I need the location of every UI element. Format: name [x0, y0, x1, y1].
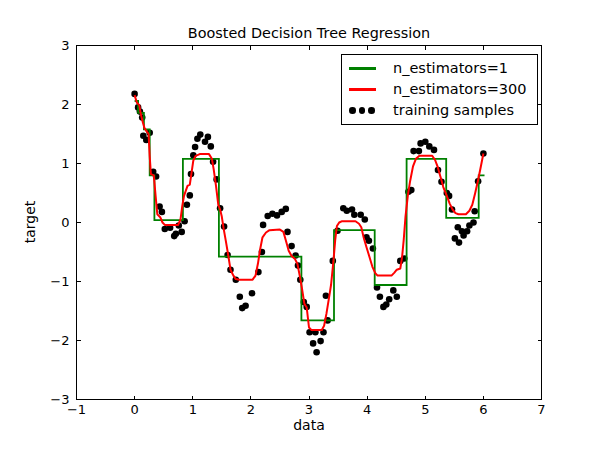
x-tick-label: 5 [421, 402, 429, 417]
y-tick-label: −3 [50, 392, 69, 407]
training-sample-point [317, 338, 324, 345]
x-tick-label: −1 [67, 402, 86, 417]
training-sample-point [242, 302, 249, 309]
dot-icon [349, 107, 356, 114]
tree-regression-line [135, 101, 485, 320]
training-sample-point [386, 296, 393, 303]
dot-icon [368, 107, 375, 114]
training-sample-point [351, 212, 358, 219]
training-sample-point [184, 202, 191, 209]
training-sample-point [173, 230, 180, 237]
y-tick-label: −1 [50, 274, 69, 289]
training-sample-point [187, 192, 194, 199]
y-tick-label: 3 [61, 38, 69, 53]
y-tick-label: 0 [61, 215, 69, 230]
training-sample-point [416, 148, 423, 155]
training-sample-point [431, 147, 438, 154]
training-sample-point [197, 131, 204, 138]
training-sample-point [390, 287, 397, 294]
legend-label-samples: training samples [393, 100, 514, 121]
y-tick-label: 2 [61, 97, 69, 112]
training-sample-point [260, 222, 267, 229]
training-sample-point [208, 143, 215, 150]
y-tick-label: −2 [50, 333, 69, 348]
chart-title: Boosted Decision Tree Regression [76, 25, 542, 41]
training-sample-point [394, 294, 401, 301]
legend: n_estimators=1 n_estimators=300 training… [341, 54, 538, 125]
boosted-regression-line [135, 95, 484, 330]
x-tick-label: 1 [189, 402, 197, 417]
x-tick-label: 3 [305, 402, 313, 417]
training-scatter [131, 91, 486, 356]
training-sample-point [288, 243, 295, 250]
training-sample-point [310, 340, 317, 347]
training-sample-point [313, 349, 320, 356]
training-sample-point [470, 219, 477, 226]
dots-sample [349, 107, 375, 114]
x-tick-label: 6 [479, 402, 487, 417]
x-tick-label: 4 [363, 402, 371, 417]
x-axis-label: data [76, 417, 542, 433]
training-sample-point [178, 229, 185, 236]
training-sample-point [192, 144, 199, 151]
training-sample-point [464, 228, 471, 235]
training-sample-point [362, 216, 369, 223]
training-sample-point [377, 294, 384, 301]
legend-item-tree: n_estimators=1 [342, 58, 537, 79]
training-sample-point [237, 294, 244, 301]
green-line-swatch [342, 67, 382, 70]
x-tick-label: 7 [537, 402, 545, 417]
training-sample-point [205, 134, 212, 141]
training-sample-point [249, 290, 256, 297]
x-tick-label: 2 [247, 402, 255, 417]
x-tick-label: 0 [130, 402, 138, 417]
legend-item-boosted: n_estimators=300 [342, 79, 537, 100]
training-sample-point [284, 229, 291, 236]
scatter-dots-swatch [342, 107, 382, 114]
training-sample-point [471, 208, 478, 215]
red-line-swatch [342, 88, 382, 91]
figure: −1 0 1 2 3 4 5 6 7 −3 −2 −1 0 1 2 3 Boosted Decision Tr… [0, 0, 602, 449]
legend-item-samples: training samples [342, 100, 537, 121]
training-sample-point [283, 206, 290, 213]
training-sample-point [366, 238, 373, 245]
dot-icon [359, 107, 366, 114]
training-sample-point [159, 209, 166, 216]
y-axis-label: target [22, 201, 38, 244]
y-tick-label: 1 [61, 156, 69, 171]
boosted-line-sample [349, 88, 376, 91]
tree-line-sample [349, 67, 376, 70]
legend-label-tree: n_estimators=1 [393, 58, 508, 79]
legend-label-boosted: n_estimators=300 [393, 79, 527, 100]
training-sample-point [456, 239, 463, 246]
